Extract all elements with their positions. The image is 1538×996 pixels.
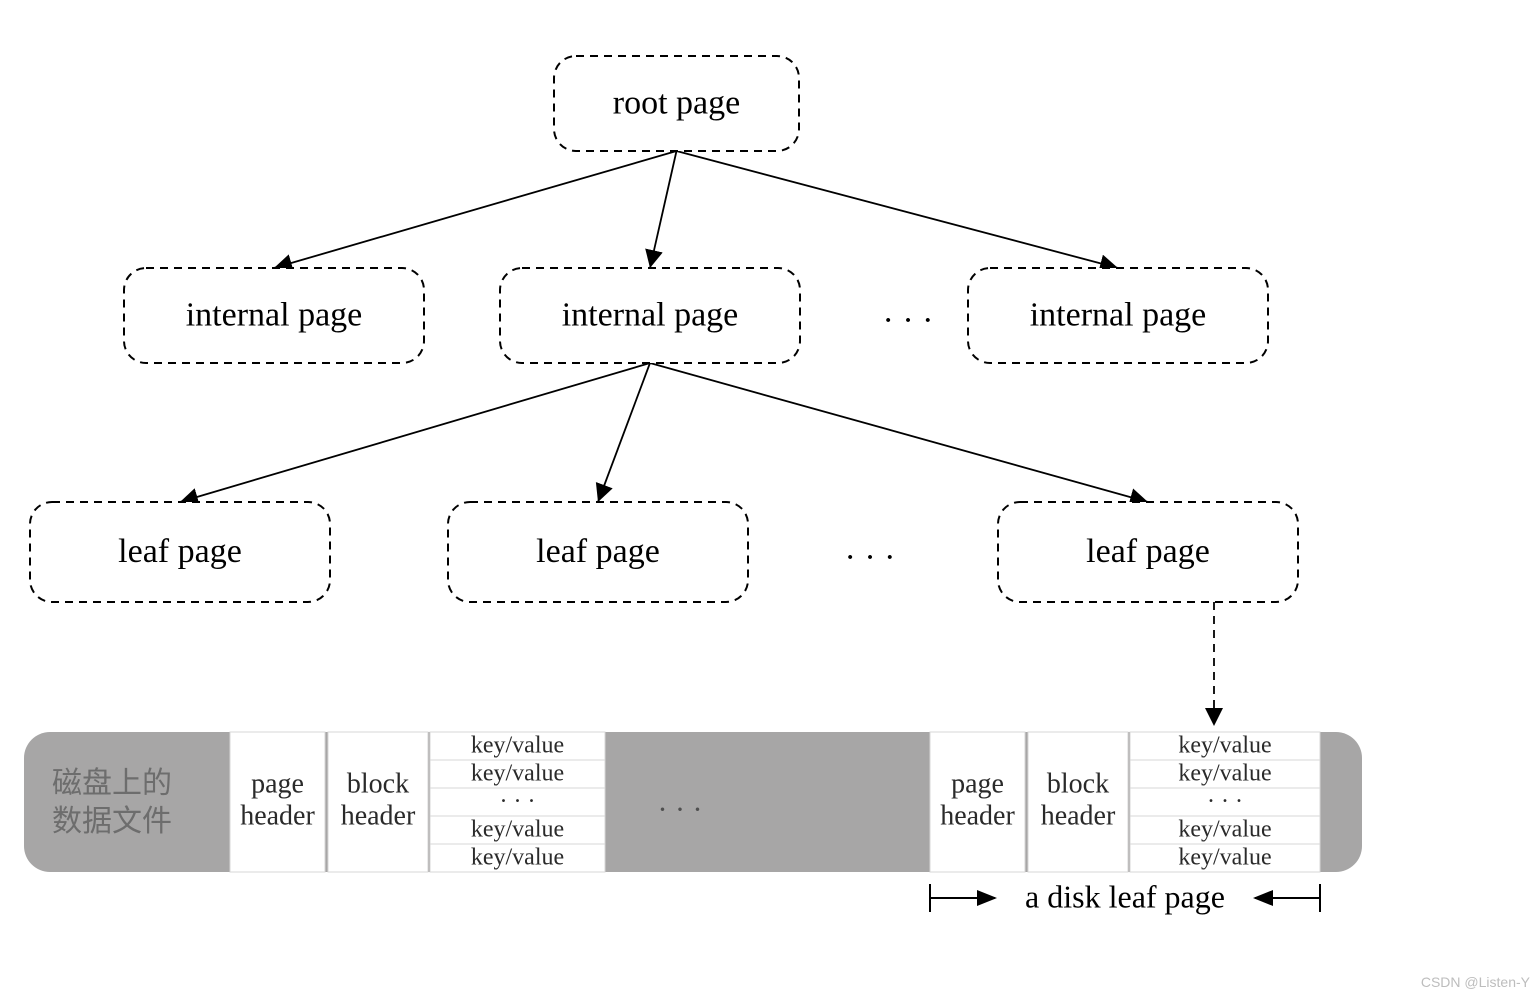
- disk-bar-label-2: 数据文件: [52, 805, 172, 838]
- kv-row-5-2: · · ·: [1207, 789, 1243, 815]
- kv-row-2-0: key/value: [471, 733, 564, 759]
- ellipsis-0: · · ·: [883, 302, 934, 339]
- disk-block-label-4-1: header: [1041, 800, 1116, 831]
- tree-edge: [650, 151, 677, 268]
- node-label-leaf3: leaf page: [1086, 533, 1210, 570]
- disk-block-label-3-1: header: [940, 800, 1015, 831]
- node-label-int3: internal page: [1030, 296, 1207, 333]
- disk-block-label-3-0: page: [951, 768, 1004, 799]
- kv-row-2-1: key/value: [471, 761, 564, 787]
- node-label-int2: internal page: [562, 296, 739, 333]
- node-label-root: root page: [613, 84, 740, 121]
- kv-row-5-4: key/value: [1178, 845, 1271, 871]
- tree-edge: [180, 363, 650, 502]
- disk-block-label-1-0: block: [347, 768, 409, 799]
- node-label-leaf2: leaf page: [536, 533, 660, 570]
- disk-bar-ellipsis: · · ·: [658, 793, 703, 826]
- measure-label: a disk leaf page: [1025, 878, 1225, 914]
- disk-block-label-0-1: header: [240, 800, 315, 831]
- kv-row-5-3: key/value: [1178, 817, 1271, 843]
- kv-row-5-1: key/value: [1178, 761, 1271, 787]
- disk-block-label-4-0: block: [1047, 768, 1109, 799]
- kv-row-5-0: key/value: [1178, 733, 1271, 759]
- tree-edge: [677, 151, 1119, 268]
- disk-bar-label-1: 磁盘上的: [52, 767, 172, 800]
- ellipsis-1: · · ·: [845, 539, 896, 576]
- kv-row-2-4: key/value: [471, 845, 564, 871]
- diagram-canvas: root page internal page internal page inter…: [0, 0, 1538, 996]
- tree-edge: [650, 363, 1148, 502]
- node-label-int1: internal page: [186, 296, 363, 333]
- watermark: CSDN @Listen-Y: [1421, 974, 1530, 990]
- disk-block-label-1-1: header: [341, 800, 416, 831]
- tree-edge: [598, 363, 650, 502]
- disk-block-label-0-0: page: [251, 768, 304, 799]
- tree-edge: [274, 151, 677, 268]
- kv-row-2-2: · · ·: [500, 789, 536, 815]
- node-label-leaf1: leaf page: [118, 533, 242, 570]
- kv-row-2-3: key/value: [471, 817, 564, 843]
